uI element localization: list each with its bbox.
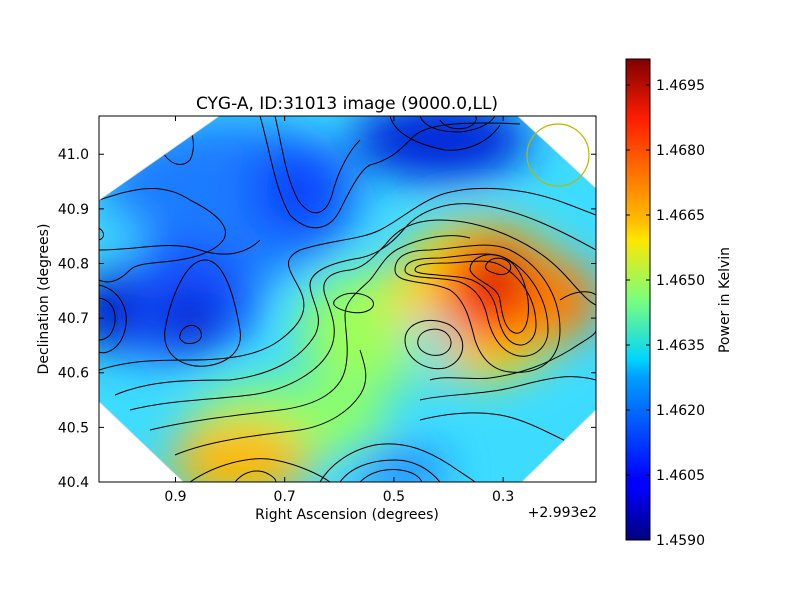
y-tick-label: 40.9 [58, 202, 89, 218]
colorbar-tick-label: 1.4650 [656, 273, 705, 289]
colorbar-ticks: 1.4695 1.4680 1.4665 1.4650 1.4635 1.4620 1.46… [626, 78, 705, 549]
x-ticks: 0.9 0.7 0.5 0.3 [164, 116, 514, 505]
y-ticks: 40.4 40.5 40.6 40.7 40.8 40.9 41.0 [58, 147, 596, 491]
colorbar-label: Power in Kelvin [717, 247, 733, 353]
x-tick-label: 0.3 [492, 489, 514, 505]
x-tick-label: 0.7 [274, 489, 296, 505]
x-axis-label: Right Ascension (degrees) [255, 507, 439, 523]
y-tick-label: 40.5 [58, 420, 89, 436]
colorbar-tick-label: 1.4635 [656, 338, 705, 354]
y-axis-label: Declination (degrees) [36, 224, 52, 375]
y-tick-label: 40.8 [58, 256, 89, 272]
y-tick-label: 40.7 [58, 311, 89, 327]
colorbar: 1.4695 1.4680 1.4665 1.4650 1.4635 1.4620 1.46… [625, 58, 733, 549]
y-tick-label: 40.6 [58, 366, 89, 382]
colorbar-tick-label: 1.4680 [656, 143, 705, 159]
beam-circle [526, 123, 590, 187]
heatmap [98, 115, 597, 483]
colorbar-tick-label: 1.4620 [656, 403, 705, 419]
plot-frame [98, 115, 597, 483]
colorbar-tick-label: 1.4605 [656, 468, 705, 484]
colorbar-gradient [625, 58, 651, 541]
x-tick-label: 0.9 [164, 489, 186, 505]
x-offset-label: +2.993e2 [528, 505, 597, 521]
chart-title: CYG-A, ID:31013 image (9000.0,LL) [196, 94, 498, 114]
colorbar-tick-label: 1.4590 [656, 533, 705, 549]
colorbar-tick-label: 1.4665 [656, 208, 705, 224]
x-tick-label: 0.5 [383, 489, 405, 505]
y-tick-label: 40.4 [58, 475, 89, 491]
y-tick-label: 41.0 [58, 147, 89, 163]
colorbar-tick-label: 1.4695 [656, 78, 705, 94]
